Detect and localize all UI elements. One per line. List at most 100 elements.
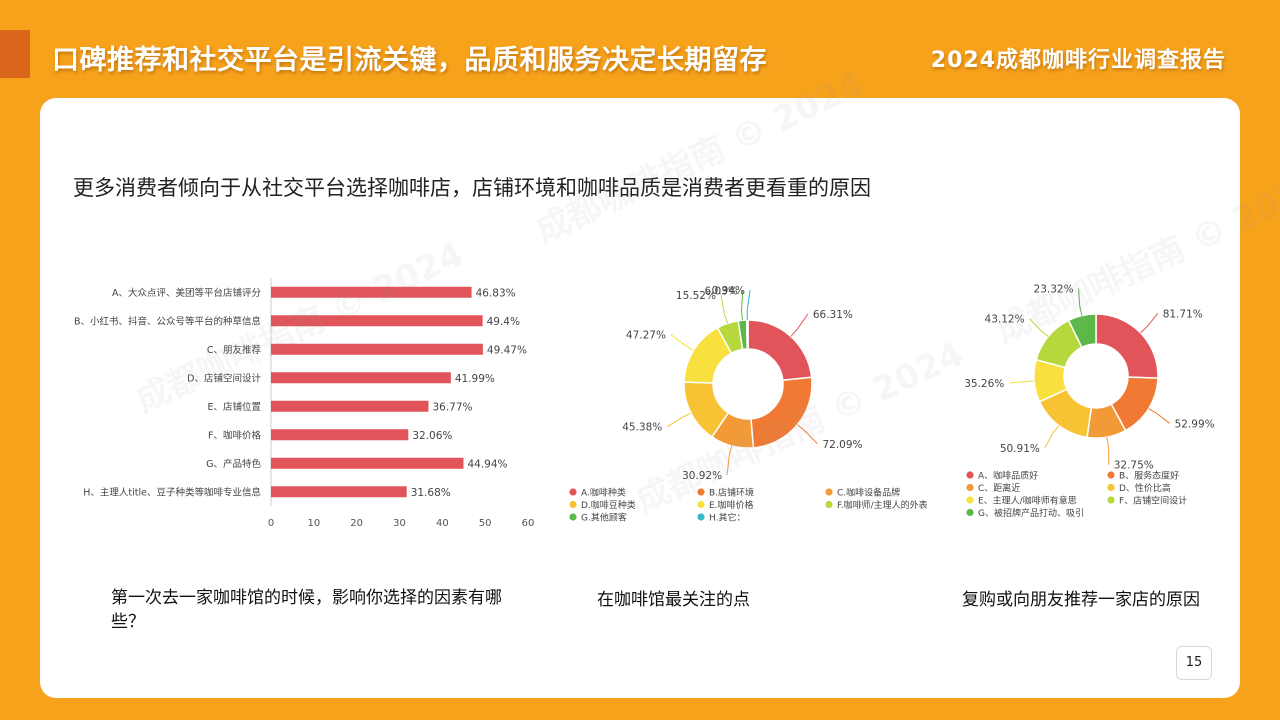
legend-marker xyxy=(697,500,705,509)
bar xyxy=(271,429,409,441)
bar-value-label: 46.83% xyxy=(476,287,516,299)
bar xyxy=(271,372,451,384)
donut-value-label: 50.91% xyxy=(1000,443,1040,455)
bar xyxy=(271,343,483,355)
bar-x-tick-label: 20 xyxy=(350,518,363,529)
donut-value-label: 81.71% xyxy=(1163,308,1203,320)
bar xyxy=(271,286,472,298)
legend-label: C.咖啡设备品牌 xyxy=(837,487,900,499)
donut-value-label: 6.03% xyxy=(704,285,737,297)
legend-label: E.咖啡价格 xyxy=(709,499,754,511)
donut-leader-line xyxy=(1140,313,1159,334)
bar-value-label: 41.99% xyxy=(455,373,495,385)
page-title: 口碑推荐和社交平台是引流关键，品质和服务决定长期留存 xyxy=(52,45,767,76)
legend-marker xyxy=(569,500,577,509)
donut-chart-focus-points: 66.31% 72.09% 30.92% 45.38% 47.27% 15.52%6.03… xyxy=(569,285,928,524)
donut-leader-line xyxy=(1029,318,1049,337)
bar-chart-first-visit-factors: A、大众点评、美团等平台店铺评分 46.83% B、小红书、抖音、公众号等平台的种草… xyxy=(74,278,535,529)
bar-chart-caption: 第一次去一家咖啡馆的时候，影响你选择的因素有哪些？ xyxy=(111,588,502,632)
legend-label: B、服务态度好 xyxy=(1119,470,1179,482)
bar-x-tick-label: 10 xyxy=(307,518,320,529)
donut-leader-line xyxy=(720,294,729,324)
bar-value-label: 49.47% xyxy=(487,344,527,356)
section-subtitle: 更多消费者倾向于从社交平台选择咖啡店，店铺环境和咖啡品质是消费者更看重的原因 xyxy=(73,176,871,200)
legend-marker xyxy=(966,483,974,492)
legend-marker xyxy=(569,488,577,496)
bar-category-label: F、咖啡价格 xyxy=(208,429,261,441)
donut-leader-line xyxy=(1009,380,1035,384)
bar-value-label: 44.94% xyxy=(467,458,507,470)
donut-value-label: 47.27% xyxy=(626,330,666,342)
bar xyxy=(271,315,483,327)
legend-marker xyxy=(569,513,577,521)
bar-category-label: A、大众点评、美团等平台店铺评分 xyxy=(112,287,261,299)
report-brand: 2024成都咖啡行业调查报告 xyxy=(930,48,1226,73)
bar-x-tick-label: 60 xyxy=(522,518,535,529)
legend-label: E、主理人/咖啡师有意思 xyxy=(978,495,1077,507)
header-accent-bar xyxy=(0,30,30,78)
legend-label: A、咖啡品质好 xyxy=(978,470,1038,482)
donut-chart-repurchase-reasons: 81.71% 52.99% 32.75% 50.91% 35.26% 43.12% 23.3… xyxy=(964,283,1215,519)
donut1-caption: 在咖啡馆最关注的点 xyxy=(597,590,750,610)
legend-label: F、店铺空间设计 xyxy=(1119,495,1187,507)
legend-marker xyxy=(697,513,705,521)
legend-label: C、距离近 xyxy=(978,482,1020,494)
donut-leader-line xyxy=(1106,436,1110,465)
donut-leader-line xyxy=(726,445,733,475)
legend-marker xyxy=(825,500,833,509)
legend-marker xyxy=(1107,483,1115,492)
bar-category-label: E、店铺位置 xyxy=(207,401,261,413)
bar xyxy=(271,486,407,498)
donut-slice xyxy=(750,376,813,449)
donut-leader-line xyxy=(1078,288,1083,316)
bar-value-label: 32.06% xyxy=(412,430,452,442)
donut-leader-line xyxy=(741,290,744,321)
donut-slice xyxy=(1067,313,1097,349)
bar-value-label: 36.77% xyxy=(432,401,472,413)
donut-leader-line xyxy=(1044,425,1060,449)
bar xyxy=(271,400,429,412)
legend-marker xyxy=(1107,471,1115,479)
donut-slice xyxy=(1095,313,1159,379)
donut-leader-line xyxy=(666,412,692,428)
legend-marker xyxy=(966,496,974,504)
donut-leader-line xyxy=(746,289,751,321)
bar xyxy=(271,457,464,469)
donut-value-label: 30.92% xyxy=(682,470,722,482)
legend-marker xyxy=(697,488,705,496)
donut-leader-line xyxy=(790,313,809,337)
bar-x-tick-label: 40 xyxy=(436,518,449,529)
donut-value-label: 43.12% xyxy=(985,314,1025,326)
bar-category-label: D、店铺空间设计 xyxy=(187,372,261,384)
donut-leader-line xyxy=(670,334,694,351)
legend-label: B.店铺环境 xyxy=(709,487,754,499)
donut-value-label: 52.99% xyxy=(1175,418,1215,430)
donut-value-label: 72.09% xyxy=(822,439,862,451)
page-number: 15 xyxy=(1176,646,1212,680)
bar-x-tick-label: 50 xyxy=(479,518,492,529)
legend-marker xyxy=(1107,496,1115,504)
bar-category-label: H、主理人title、豆子种类等咖啡专业信息 xyxy=(83,486,261,498)
donut-value-label: 0.94% xyxy=(712,285,745,297)
bar-category-label: C、朋友推荐 xyxy=(207,344,262,356)
legend-marker xyxy=(966,508,974,517)
donut2-caption: 复购或向朋友推荐一家店的原因 xyxy=(962,590,1200,610)
donut-slice xyxy=(747,319,813,382)
bar-x-tick-label: 30 xyxy=(393,518,406,529)
legend-label: D.咖啡豆种类 xyxy=(581,499,636,511)
bar-category-label: G、产品特色 xyxy=(206,458,261,470)
bar-x-tick-label: 0 xyxy=(268,518,274,529)
bar-value-label: 31.68% xyxy=(411,487,451,499)
legend-label: D、性价比高 xyxy=(1119,482,1171,494)
legend-label: G、被招牌产品打动、吸引 xyxy=(978,507,1084,519)
legend-marker xyxy=(966,471,974,479)
legend-marker xyxy=(825,488,833,496)
legend-label: F.咖啡师/主理人的外表 xyxy=(837,499,928,511)
donut-value-label: 35.26% xyxy=(964,378,1004,390)
legend-label: G.其他顾客 xyxy=(581,512,627,524)
legend-label: H.其它： xyxy=(709,512,745,524)
donut-leader-line xyxy=(1148,408,1170,424)
donut-slice xyxy=(745,319,749,350)
legend-label: A.咖啡种类 xyxy=(581,487,626,499)
bar-category-label: B、小红书、抖音、公众号等平台的种草信息 xyxy=(74,315,261,327)
